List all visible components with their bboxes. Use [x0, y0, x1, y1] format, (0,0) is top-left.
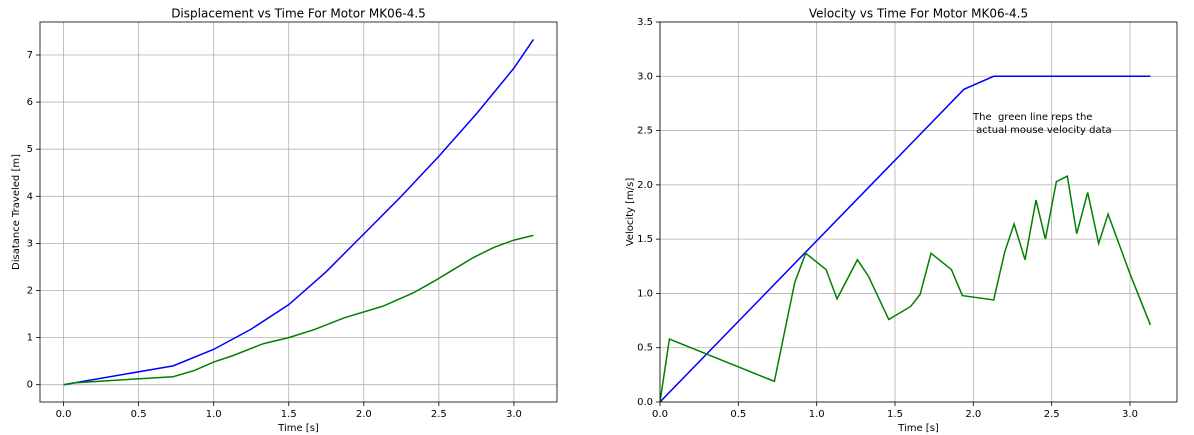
data-line [63, 39, 535, 386]
y-tick-label: 0 [27, 380, 33, 391]
annotation: actual mouse velocity data [973, 125, 1112, 136]
y-tick-label: 5 [27, 144, 33, 155]
y-tick-label: 3 [27, 238, 33, 249]
x-tick-label: 2.5 [431, 409, 447, 420]
annotation: The green line reps the [972, 112, 1092, 123]
y-tick-label: 1 [27, 333, 33, 344]
x-tick-label: 1.0 [809, 409, 825, 420]
plot-frame [39, 21, 558, 403]
x-tick-label: 3.0 [506, 409, 522, 420]
x-tick-label: 2.0 [356, 409, 372, 420]
y-tick-label: 3.5 [637, 17, 653, 28]
y-tick-label: 2 [27, 286, 33, 297]
y-tick-label: 1.5 [637, 234, 653, 245]
x-axis-label: Time [s] [897, 423, 939, 434]
x-axis-label: Time [s] [277, 423, 319, 434]
data-line [660, 175, 1152, 402]
x-tick-label: 1.5 [281, 409, 297, 420]
x-tick-label: 1.0 [206, 409, 222, 420]
x-tick-label: 0.5 [131, 409, 147, 420]
x-tick-label: 2.5 [1044, 409, 1060, 420]
data-line [63, 234, 534, 386]
chart: 0.0 0.5 1.0 1.5 2.0 2.5 3.0 0.0 0.5 1.0 1.5 2.0 2.5 3… [625, 7, 1178, 434]
plot-frame [659, 21, 1178, 403]
x-tick-label: 0.0 [56, 409, 72, 420]
y-tick-label: 6 [27, 97, 33, 108]
y-tick-label: 7 [27, 50, 33, 61]
x-tick-label: 2.0 [965, 409, 981, 420]
y-axis-label: Velocity [m/s] [625, 178, 636, 247]
y-tick-label: 2.0 [637, 180, 653, 191]
chart: 0.0 0.5 1.0 1.5 2.0 2.5 3.0 0 1 2 3 4 5 6 7 Displacemen… [11, 7, 558, 434]
x-tick-label: 0.5 [730, 409, 746, 420]
chart-title: Displacement vs Time For Motor MK06-4.5 [171, 7, 426, 21]
x-tick-label: 1.5 [887, 409, 903, 420]
y-tick-label: 2.5 [637, 126, 653, 137]
y-tick-label: 1.0 [637, 288, 653, 299]
data-line [660, 75, 1151, 402]
y-tick-label: 0.0 [637, 397, 653, 408]
y-tick-label: 3.0 [637, 71, 653, 82]
y-tick-label: 0.5 [637, 343, 653, 354]
y-axis-label: Disatance Traveled [m] [11, 154, 22, 270]
x-tick-label: 0.0 [652, 409, 668, 420]
chart-title: Velocity vs Time For Motor MK06-4.5 [809, 7, 1028, 21]
x-tick-label: 3.0 [1122, 409, 1138, 420]
y-tick-label: 4 [27, 191, 33, 202]
